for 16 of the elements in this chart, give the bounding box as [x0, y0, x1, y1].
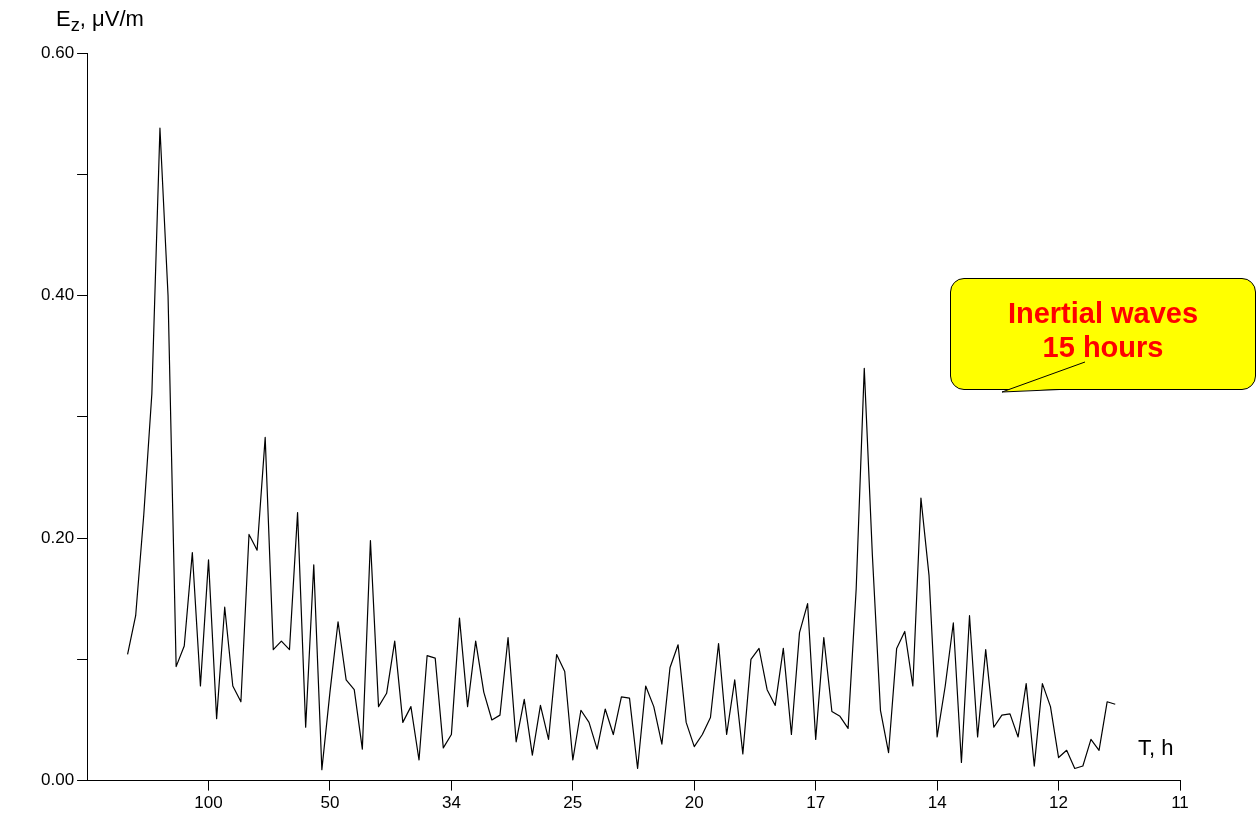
- x-tick-label: 12: [1049, 793, 1069, 813]
- y-axis-title: E$_{z}$, μV/m: [56, 6, 144, 37]
- y-tick-label: 0.40: [40, 285, 75, 305]
- x-axis-title: T, h: [1138, 735, 1174, 761]
- x-tick-label: 17: [806, 793, 826, 813]
- y-tick-label: 0.00: [40, 770, 75, 790]
- x-tick-label: 20: [684, 793, 704, 813]
- x-tick-label: 50: [320, 793, 340, 813]
- x-tick-label: 11: [1171, 793, 1189, 813]
- x-tick-label: 25: [563, 793, 583, 813]
- x-tick-label: 100: [194, 793, 223, 813]
- annotation: Inertial waves 15 hours: [1006, 296, 1200, 364]
- y-tick-label: 0.20: [40, 527, 75, 547]
- y-tick-label: 0.60: [40, 42, 75, 62]
- x-tick-label: 34: [441, 793, 461, 813]
- x-tick-label: 14: [927, 793, 947, 813]
